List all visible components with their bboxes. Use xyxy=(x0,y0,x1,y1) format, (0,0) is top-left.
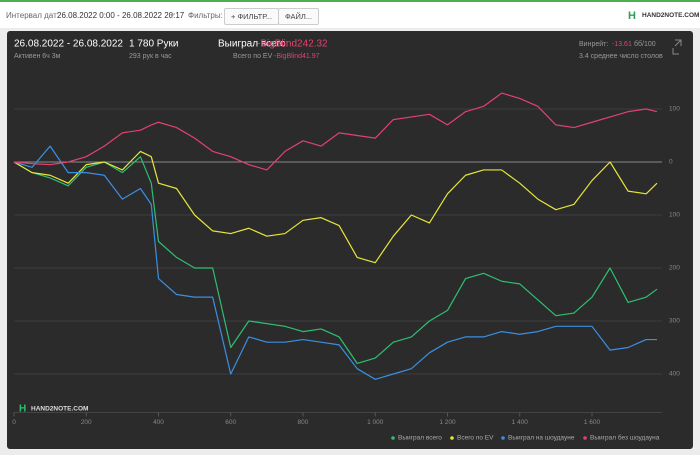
legend-label: Выиграл на шоудауне xyxy=(508,435,575,442)
filter-button[interactable]: + ФИЛЬТР... xyxy=(224,8,280,25)
tables: 3.4 среднее число столов xyxy=(579,53,663,60)
logo: HAND2NOTE.COM xyxy=(642,12,700,19)
date-range[interactable]: 26.08.2022 0:00 - 26.08.2022 20:17 xyxy=(57,11,185,20)
series-line xyxy=(13,92,658,171)
period: 26.08.2022 - 26.08.2022 xyxy=(14,39,123,50)
panel-bg xyxy=(7,31,693,449)
ev-label: Всего по EV xyxy=(233,53,273,60)
x-tick-label: 1 000 xyxy=(367,419,384,426)
y-tick-label: 100 xyxy=(669,212,680,219)
x-tick-label: 0 xyxy=(12,419,16,426)
hands: 1 780 Руки xyxy=(129,39,178,50)
ev-value: -BigBlind41.97 xyxy=(274,53,320,60)
won-label: Выиграл всего: xyxy=(218,39,288,50)
won-value: -BigBlind242.32 xyxy=(257,39,328,50)
active-time: Активен 6ч 3м xyxy=(14,53,61,60)
filter-button-text: ФИЛЬТР... xyxy=(237,12,273,21)
x-tick-label: 200 xyxy=(81,419,92,426)
y-tick-label: 200 xyxy=(669,265,680,272)
winrate-label: Винрейт: xyxy=(579,40,608,48)
winrate-unit: бб/100 xyxy=(634,40,656,48)
y-tick-label: 300 xyxy=(669,318,680,325)
hands-rate: 293 рук в час xyxy=(129,53,172,60)
expand-icon[interactable] xyxy=(672,39,682,55)
series-line xyxy=(13,145,657,380)
legend-label: Выиграл всего xyxy=(398,435,442,442)
date-label: Интервал дат: xyxy=(6,11,59,20)
winrate-value: -13.61 xyxy=(612,41,632,48)
legend-swatch xyxy=(583,436,587,440)
x-tick-label: 800 xyxy=(298,419,309,426)
y-tick-label: 0 xyxy=(669,159,673,166)
x-tick-label: 400 xyxy=(153,419,164,426)
filters-label: Фильтры: xyxy=(188,11,223,20)
x-tick-label: 1 600 xyxy=(584,419,601,426)
legend-label: Всего по EV xyxy=(457,435,494,442)
legend-swatch xyxy=(501,436,505,440)
legend-swatch xyxy=(391,436,395,440)
series-line xyxy=(13,150,658,264)
dropdown-arrow: ▾ xyxy=(170,11,175,20)
legend-swatch xyxy=(450,436,454,440)
x-tick-label: 1 400 xyxy=(512,419,529,426)
x-tick-label: 600 xyxy=(225,419,236,426)
legend-label: Выиграл без шоудауна xyxy=(590,434,660,442)
watermark-icon: H xyxy=(19,404,26,415)
logo-icon: H xyxy=(628,10,636,22)
toolbar: Интервал дат: 26.08.2022 0:00 - 26.08.20… xyxy=(0,0,700,28)
y-tick-label: 400 xyxy=(669,371,680,378)
x-tick-label: 1 200 xyxy=(439,419,456,426)
chart-panel: 26.08.2022 - 26.08.2022 Активен 6ч 3м 1 … xyxy=(7,31,693,449)
y-tick-label: 100 xyxy=(669,106,680,113)
series-line xyxy=(13,156,658,364)
watermark: HAND2NOTE.COM xyxy=(31,406,88,413)
file-button[interactable]: ФАЙЛ... xyxy=(278,8,320,25)
